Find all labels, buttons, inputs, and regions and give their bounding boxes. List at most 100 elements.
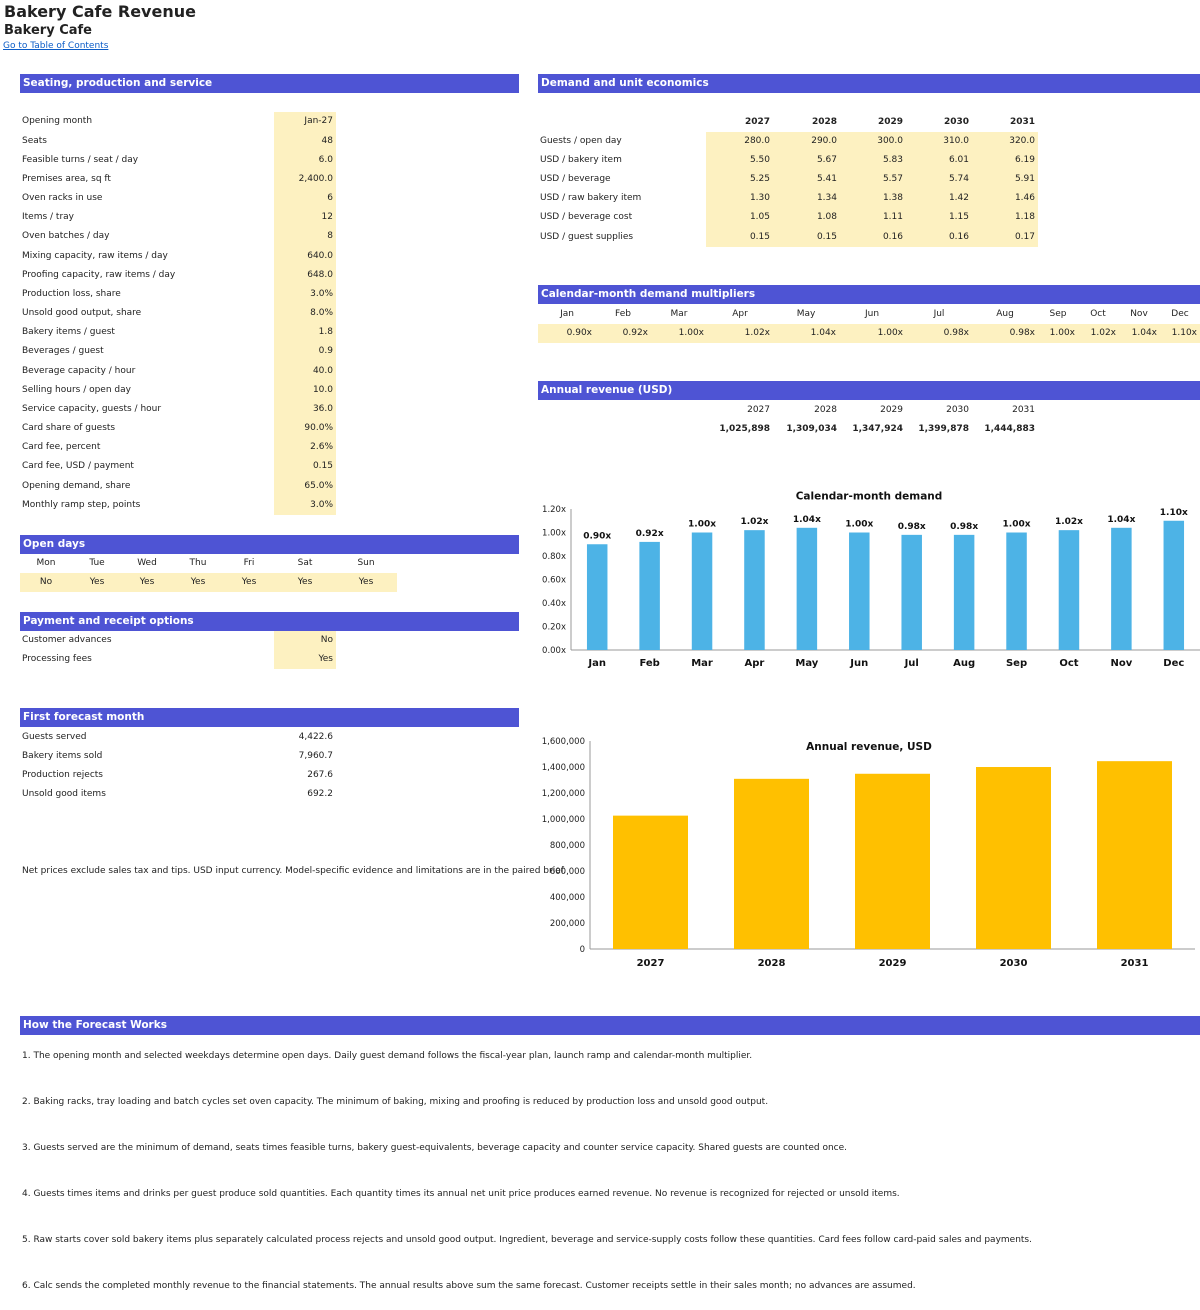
open-day-name: Tue <box>89 558 105 568</box>
seating-value[interactable]: 3.0% <box>274 284 336 305</box>
seating-value[interactable]: 0.9 <box>274 342 336 362</box>
seating-value[interactable]: 90.0% <box>274 419 336 439</box>
seating-value[interactable]: 36.0 <box>274 399 336 420</box>
demand-cell[interactable]: 1.11 <box>882 212 903 223</box>
demand-cell[interactable]: 0.16 <box>882 231 903 242</box>
demand-bar-label: 1.00x <box>1003 520 1031 530</box>
multiplier-value[interactable]: 1.00x <box>678 327 704 338</box>
multiplier-month: May <box>796 308 816 319</box>
demand-cell[interactable]: 0.15 <box>749 231 770 242</box>
demand-cell[interactable]: 320.0 <box>1009 135 1035 146</box>
seating-value[interactable]: 648.0 <box>274 265 336 285</box>
seating-section-header: Seating, production and service <box>20 74 519 93</box>
demand-cell[interactable]: 5.41 <box>816 173 837 184</box>
demand-cell[interactable]: 310.0 <box>943 135 969 146</box>
multiplier-value[interactable]: 1.00x <box>877 327 903 338</box>
multiplier-value[interactable]: 0.98x <box>1009 327 1035 338</box>
demand-cell[interactable]: 1.15 <box>948 212 969 223</box>
multiplier-value[interactable]: 1.10x <box>1171 327 1197 338</box>
demand-cell[interactable]: 290.0 <box>811 135 837 146</box>
seating-value[interactable]: 48 <box>274 131 336 151</box>
seating-value[interactable]: 10.0 <box>274 380 336 400</box>
open-days-section-header: Open days <box>20 535 519 554</box>
multipliers-section-header: Calendar-month demand multipliers <box>538 285 1200 304</box>
demand-cell[interactable]: 5.67 <box>816 154 837 165</box>
how-step: 1. The opening month and selected weekda… <box>22 1050 753 1061</box>
how-step: 4. Guests times items and drinks per gue… <box>22 1188 900 1199</box>
seating-value[interactable]: 6 <box>274 189 336 209</box>
demand-cell[interactable]: 5.57 <box>882 173 903 184</box>
open-day-toggle[interactable]: Yes <box>190 577 206 587</box>
seating-value[interactable]: 12 <box>274 208 336 228</box>
multiplier-value[interactable]: 0.90x <box>566 327 592 338</box>
demand-cell[interactable]: 1.05 <box>749 212 770 223</box>
demand-cell[interactable]: 1.38 <box>882 193 903 204</box>
demand-cell[interactable]: 0.15 <box>816 231 837 242</box>
open-day-toggle[interactable]: Yes <box>139 577 155 587</box>
demand-cell[interactable]: 300.0 <box>877 135 903 146</box>
seating-value[interactable]: 8 <box>274 227 336 247</box>
demand-section-header: Demand and unit economics <box>538 74 1200 93</box>
multiplier-value[interactable]: 1.02x <box>1090 327 1116 338</box>
first-month-section-header: First forecast month <box>20 708 519 727</box>
revenue-bar <box>855 773 930 949</box>
multiplier-value[interactable]: 1.00x <box>1049 327 1075 338</box>
demand-cell[interactable]: 1.34 <box>816 193 837 204</box>
seating-value[interactable]: 8.0% <box>274 304 336 324</box>
demand-bar <box>691 532 713 650</box>
open-day-toggle[interactable]: Yes <box>89 577 105 587</box>
seating-value[interactable]: 3.0% <box>274 495 336 515</box>
multiplier-value[interactable]: 0.92x <box>622 327 648 338</box>
demand-cell[interactable]: 5.91 <box>1014 173 1035 184</box>
multiplier-value[interactable]: 1.02x <box>744 327 770 338</box>
demand-cell[interactable]: 0.17 <box>1014 231 1035 242</box>
multiplier-value[interactable]: 1.04x <box>810 327 836 338</box>
revenue-x-tick-label: 2029 <box>879 958 907 969</box>
payment-value[interactable]: Yes <box>274 650 336 670</box>
seating-value[interactable]: 2,400.0 <box>274 169 336 190</box>
how-step: 5. Raw starts cover sold bakery items pl… <box>22 1234 1032 1245</box>
revenue-x-tick-label: 2027 <box>637 958 665 969</box>
annual-year: 2030 <box>946 404 969 415</box>
seating-value[interactable]: 65.0% <box>274 476 336 496</box>
demand-cell[interactable]: 1.42 <box>948 193 969 204</box>
seating-value[interactable]: 6.0 <box>274 150 336 170</box>
open-day-toggle[interactable]: Yes <box>297 577 313 587</box>
demand-cell[interactable]: 5.50 <box>749 154 770 165</box>
seating-value[interactable]: 0.15 <box>274 457 336 477</box>
table-of-contents-link[interactable]: Go to Table of Contents <box>3 41 109 51</box>
demand-y-tick-label: 1.00x <box>542 529 566 539</box>
seating-value[interactable]: 640.0 <box>274 246 336 266</box>
demand-cell[interactable]: 1.08 <box>816 212 837 223</box>
multiplier-value[interactable]: 1.04x <box>1131 327 1157 338</box>
seating-value[interactable]: Jan-27 <box>274 112 336 132</box>
demand-row-label: USD / bakery item <box>540 154 622 165</box>
seating-label: Beverages / guest <box>22 346 104 357</box>
demand-cell[interactable]: 5.74 <box>948 173 969 184</box>
demand-bar <box>586 544 608 650</box>
open-day-toggle[interactable]: No <box>39 577 53 587</box>
seating-label: Card fee, USD / payment <box>22 461 134 472</box>
demand-cell[interactable]: 6.19 <box>1014 154 1035 165</box>
seating-label: Feasible turns / seat / day <box>22 154 139 165</box>
seating-value[interactable]: 1.8 <box>274 323 336 343</box>
demand-cell[interactable]: 6.01 <box>948 154 969 165</box>
annual-year: 2029 <box>880 404 903 415</box>
demand-year-header: 2031 <box>1009 116 1035 127</box>
demand-cell[interactable]: 1.46 <box>1014 193 1035 204</box>
multiplier-value[interactable]: 0.98x <box>943 327 969 338</box>
demand-cell[interactable]: 0.16 <box>948 231 969 242</box>
open-day-toggle[interactable]: Yes <box>358 577 374 587</box>
first-month-label: Unsold good items <box>22 789 106 800</box>
revenue-y-tick-label: 400,000 <box>550 893 585 903</box>
demand-cell[interactable]: 5.83 <box>882 154 903 165</box>
payment-value[interactable]: No <box>274 631 336 651</box>
open-day-toggle[interactable]: Yes <box>241 577 257 587</box>
seating-value[interactable]: 2.6% <box>274 438 336 458</box>
demand-cell[interactable]: 1.30 <box>749 193 770 204</box>
demand-cell[interactable]: 280.0 <box>744 135 770 146</box>
seating-value[interactable]: 40.0 <box>274 361 336 381</box>
demand-cell[interactable]: 5.25 <box>749 173 770 184</box>
open-day-name: Wed <box>137 558 157 568</box>
demand-cell[interactable]: 1.18 <box>1014 212 1035 223</box>
